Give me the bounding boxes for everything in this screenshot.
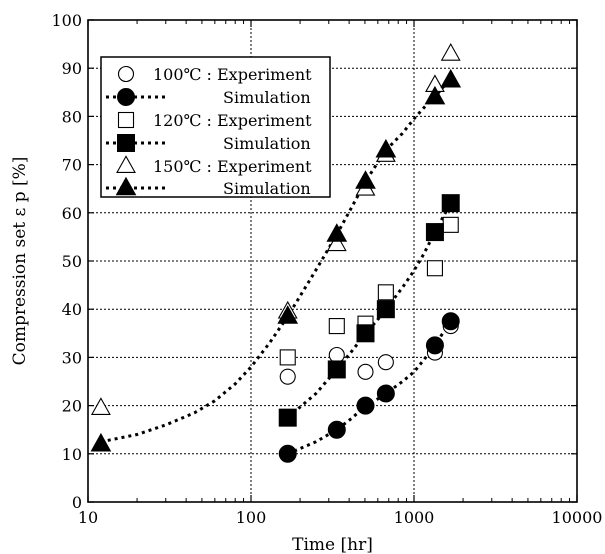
data-point-series-1 (327, 420, 346, 439)
data-point-series-5 (326, 223, 348, 242)
data-point-series-5 (424, 85, 446, 105)
legend-marker-1 (117, 88, 135, 106)
legend-label-5: Simulation (223, 179, 311, 198)
legend-marker-5 (115, 176, 137, 196)
data-point-series-1 (356, 396, 375, 415)
data-point-series-2 (426, 260, 443, 277)
data-point-series-4 (440, 43, 461, 61)
data-point-series-4 (90, 397, 111, 415)
legend-label-3: Simulation (223, 134, 311, 153)
y-tick-label: 80 (62, 107, 82, 126)
y-axis-label: Compression set ε p [%] (10, 157, 30, 366)
data-point-series-2 (328, 318, 345, 335)
data-point-series-2 (442, 216, 459, 233)
legend-label-4: 150℃ : Experiment (153, 157, 312, 176)
y-tick-label: 20 (62, 397, 82, 416)
y-tick-label: 50 (62, 252, 82, 271)
data-point-series-5 (277, 305, 299, 324)
x-tick-label: 1000 (394, 508, 435, 527)
x-tick-label: 10 (78, 508, 98, 527)
data-point-series-1 (441, 312, 460, 331)
y-tick-label: 90 (62, 59, 82, 78)
data-markers (90, 43, 462, 463)
data-point-series-1 (425, 336, 444, 355)
legend: 100℃ : Experiment Simulation 120℃ : Experi… (100, 56, 331, 198)
legend-marker-3 (117, 134, 135, 152)
legend-marker-0 (117, 65, 135, 83)
data-point-series-4 (326, 233, 347, 252)
data-point-series-2 (279, 349, 296, 366)
legend-label-0: 100℃ : Experiment (153, 65, 312, 84)
y-tick-label: 40 (62, 300, 82, 319)
legend-box (100, 56, 331, 198)
data-point-series-5 (440, 69, 462, 88)
x-tick-label: 10000 (552, 508, 603, 527)
data-point-series-2 (377, 284, 394, 301)
y-tick-label: 100 (51, 11, 82, 30)
x-axis-label: Time [hr] (292, 535, 373, 554)
legend-label-2: 120℃ : Experiment (153, 111, 312, 130)
legend-marker-2 (117, 111, 135, 129)
y-tick-label: 30 (62, 348, 82, 367)
data-point-series-0 (279, 368, 296, 385)
data-point-series-3 (327, 360, 346, 379)
y-tick-label: 10 (62, 445, 82, 464)
data-point-series-0 (357, 363, 374, 380)
x-tick-label: 100 (236, 508, 267, 527)
y-tick-label: 60 (62, 204, 82, 223)
data-point-series-1 (376, 384, 395, 403)
data-point-series-5 (355, 170, 376, 189)
data-point-series-3 (356, 324, 375, 343)
data-point-series-3 (278, 408, 297, 427)
data-point-series-0 (377, 354, 394, 371)
legend-marker-4 (116, 155, 136, 173)
data-point-series-3 (441, 194, 460, 213)
legend-label-1: Simulation (223, 88, 311, 107)
data-point-series-5 (90, 432, 112, 452)
y-tick-label: 0 (72, 493, 82, 512)
data-point-series-5 (375, 138, 397, 158)
data-point-series-1 (278, 444, 297, 463)
data-point-series-0 (328, 346, 345, 364)
data-point-series-3 (376, 300, 395, 319)
y-tick-label: 70 (62, 156, 82, 175)
data-point-series-3 (425, 223, 444, 242)
